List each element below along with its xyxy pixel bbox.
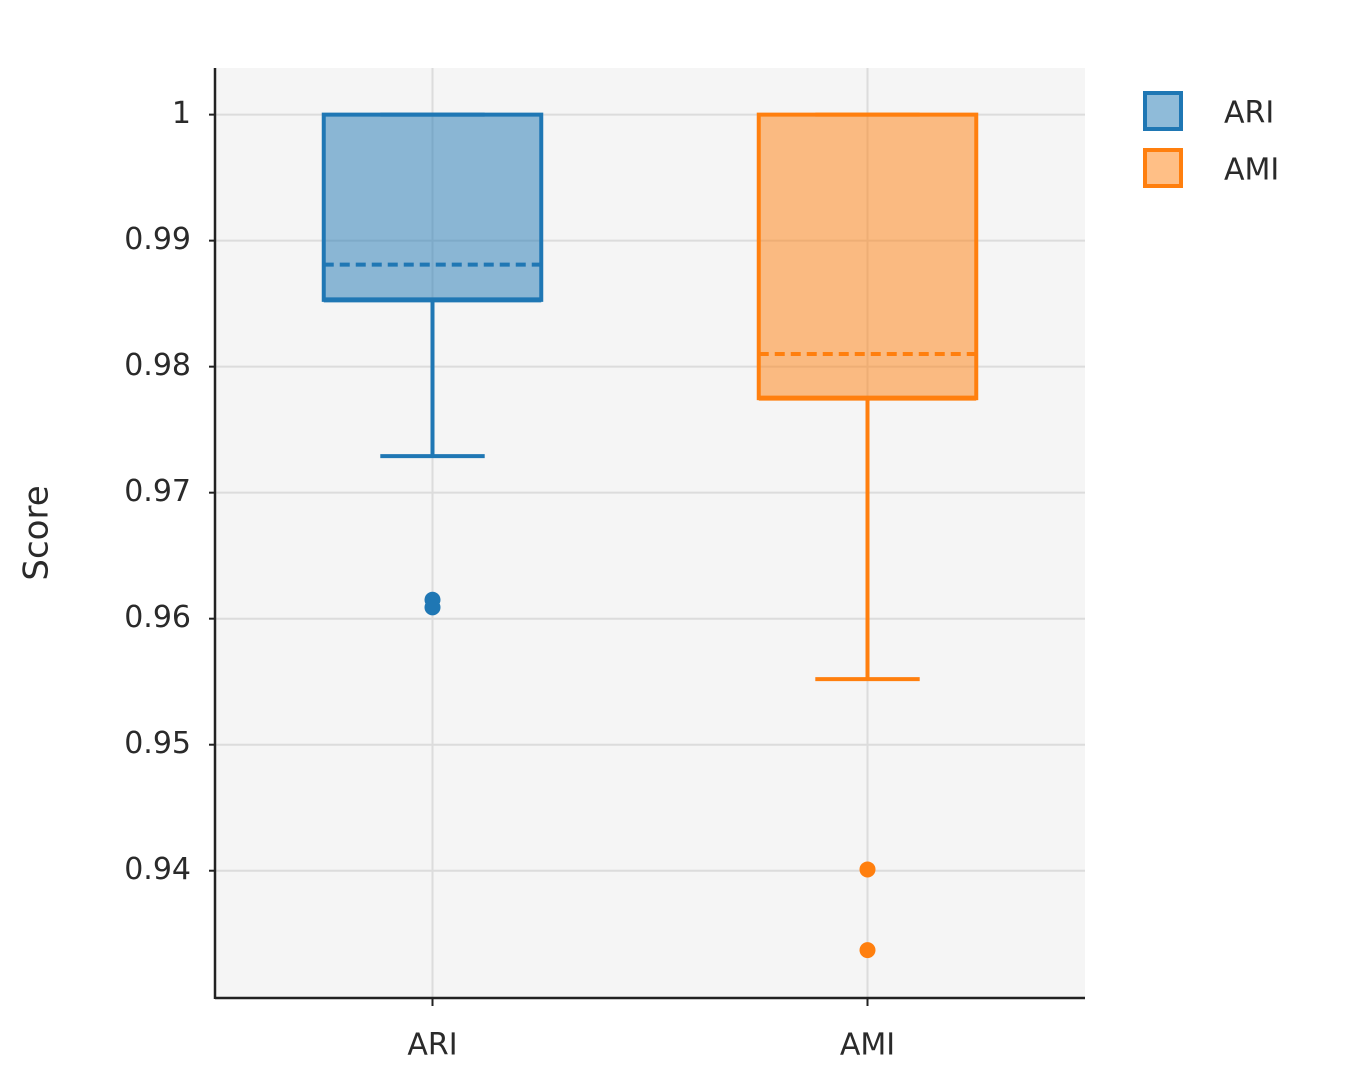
legend-swatch xyxy=(1143,91,1183,131)
legend-label: ARI xyxy=(1224,96,1274,131)
y-tick-label: 0.97 xyxy=(124,474,191,509)
outlier xyxy=(859,861,876,878)
outlier xyxy=(859,942,876,959)
y-tick-label: 0.98 xyxy=(124,348,191,383)
y-tick-label: 0.95 xyxy=(124,726,191,761)
x-tick-label: AMI xyxy=(840,1028,895,1063)
y-tick-label: 0.96 xyxy=(124,600,191,635)
box xyxy=(321,112,544,302)
outlier xyxy=(424,599,441,616)
y-tick-label: 0.94 xyxy=(124,852,191,887)
y-axis-title: Score xyxy=(17,485,57,580)
y-tick-label: 1 xyxy=(172,96,191,131)
legend-label: AMI xyxy=(1224,153,1279,188)
legend-swatch xyxy=(1143,148,1183,188)
y-tick-label: 0.99 xyxy=(124,222,191,257)
x-tick-label: ARI xyxy=(407,1028,457,1063)
